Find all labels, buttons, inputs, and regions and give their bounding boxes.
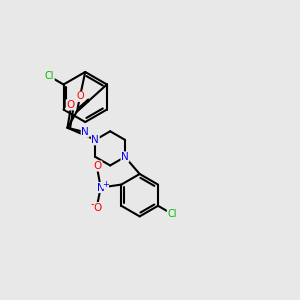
Text: +: + [102,179,109,188]
Text: N: N [92,135,99,145]
Text: Cl: Cl [167,209,177,219]
Text: N: N [121,152,129,162]
Text: N: N [81,127,89,137]
Text: O: O [76,92,84,101]
Text: -: - [91,199,94,209]
Text: O: O [66,100,74,110]
Text: N: N [97,182,105,193]
Text: Cl: Cl [45,71,54,81]
Text: O: O [94,161,102,171]
Text: O: O [94,202,102,213]
